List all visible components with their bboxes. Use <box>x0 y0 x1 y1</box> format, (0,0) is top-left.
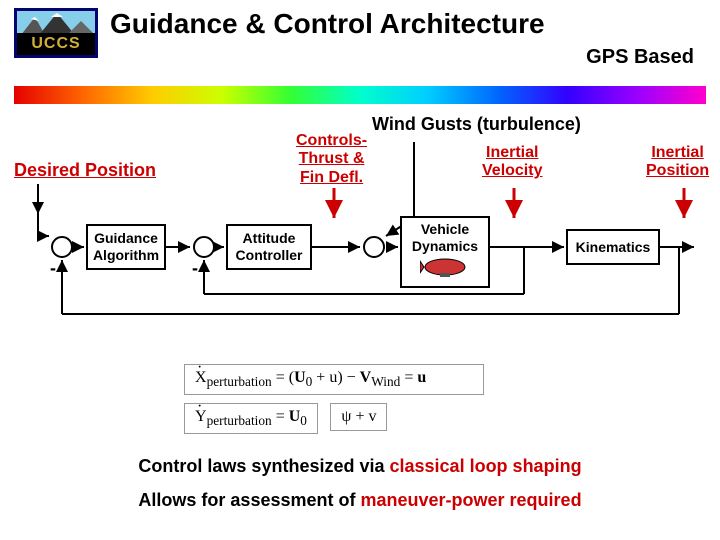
vehicle-box-label: Vehicle Dynamics <box>406 221 484 255</box>
minus-2: - <box>192 258 198 279</box>
page-title: Guidance & Control Architecture <box>110 8 545 40</box>
kinematics-box: Kinematics <box>566 229 660 265</box>
inertial-velocity-label: Inertial Velocity <box>482 144 542 181</box>
bottom-line-2: Allows for assessment of maneuver-power … <box>0 490 720 511</box>
guidance-box: Guidance Algorithm <box>86 224 166 270</box>
bottom-line-1b: classical loop shaping <box>390 456 582 476</box>
logo-text: UCCS <box>17 33 95 55</box>
equations-area: X·perturbation = (U0 + u) − VWind = u Y·… <box>180 360 560 440</box>
inertial-position-label: Inertial Position <box>646 144 709 181</box>
equation-3: ψ + v <box>330 403 387 431</box>
desired-position-label: Desired Position <box>14 160 156 181</box>
uccs-logo: UCCS <box>14 8 98 58</box>
bottom-line-2b: maneuver-power required <box>361 490 582 510</box>
sum-junction-1 <box>51 236 73 258</box>
equation-2: Y·perturbation = U0 <box>184 403 318 434</box>
sum-junction-2 <box>193 236 215 258</box>
vehicle-box: Vehicle Dynamics <box>400 216 490 288</box>
sum-junction-3 <box>363 236 385 258</box>
minus-1: - <box>50 258 56 279</box>
bottom-line-1: Control laws synthesized via classical l… <box>0 456 720 477</box>
page-subtitle: GPS Based <box>586 46 694 69</box>
bottom-line-2a: Allows for assessment of <box>138 490 360 510</box>
logo-mountain-icon <box>17 11 95 35</box>
wind-label: Wind Gusts (turbulence) <box>372 114 581 135</box>
attitude-box: Attitude Controller <box>226 224 312 270</box>
block-diagram: Wind Gusts (turbulence) Desired Position… <box>14 110 706 330</box>
equation-1: X·perturbation = (U0 + u) − VWind = u <box>184 364 484 395</box>
airship-icon <box>420 255 470 279</box>
controls-label: Controls- Thrust & Fin Defl. <box>296 132 367 187</box>
spectrum-bar <box>14 86 706 104</box>
bottom-line-1a: Control laws synthesized via <box>138 456 389 476</box>
